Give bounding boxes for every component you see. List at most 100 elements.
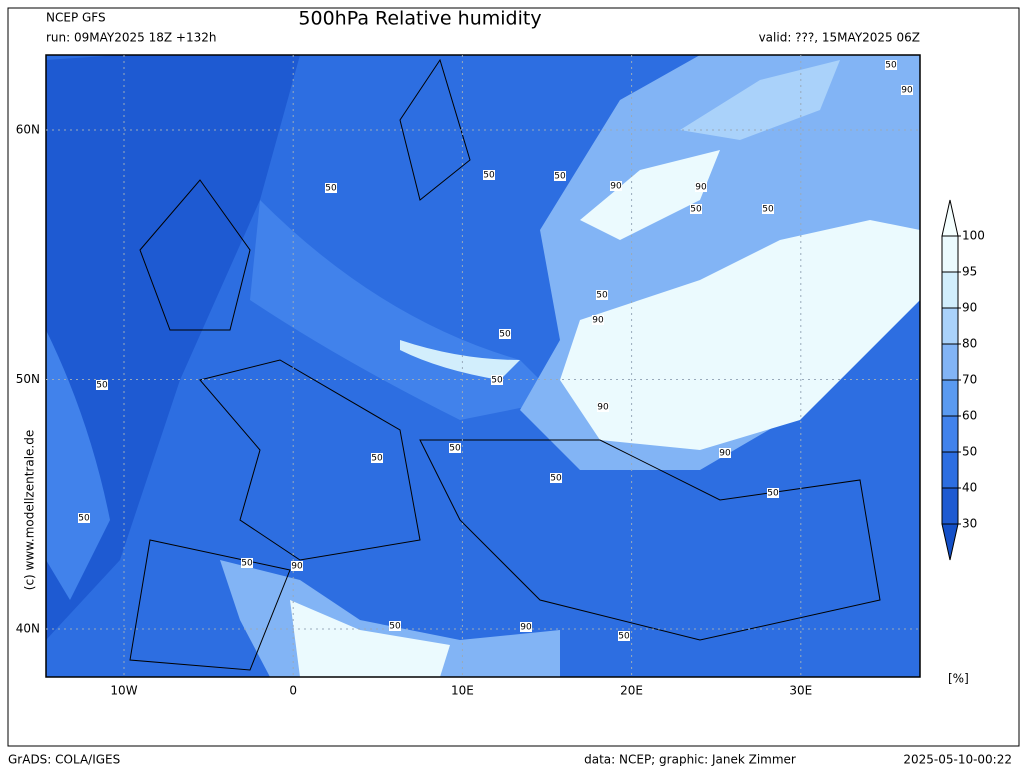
contour-label-box: [389, 621, 401, 631]
colorbar-high: [941, 199, 959, 237]
contour-label-box: [901, 85, 913, 95]
map: [46, 55, 920, 677]
contour-label: 50: [389, 622, 401, 632]
colorbar-box: [941, 415, 959, 453]
contour-label: 90: [901, 86, 913, 96]
colorbar-label: 90: [962, 301, 977, 315]
contour-label: 50: [371, 454, 383, 464]
colorbar-label: 70: [962, 373, 977, 387]
field: [46, 55, 300, 640]
contour-label: 90: [695, 183, 707, 193]
field: [290, 600, 450, 677]
footer-center: data: NCEP; graphic: Janek Zimmer: [584, 753, 796, 767]
contour-label: 90: [597, 403, 609, 413]
contour-label: 50: [78, 514, 90, 524]
contour-label: 50: [241, 559, 253, 569]
contour-label-box: [719, 448, 731, 458]
unit: [%]: [948, 672, 969, 686]
contour-label: 50: [554, 172, 566, 182]
contour-label-box: [520, 622, 532, 632]
coastline: [129, 58, 881, 671]
outer-frame: [7, 7, 1020, 747]
colorbar-label: 95: [962, 265, 977, 279]
contour-label-box: [291, 561, 303, 571]
lon-label: 10W: [110, 684, 137, 698]
lon-label: 30E: [789, 684, 812, 698]
credit: (c) www.modellzentrale.de: [23, 430, 37, 590]
contour-label: 50: [550, 474, 562, 484]
contour-label-box: [241, 558, 253, 568]
field: [400, 340, 520, 380]
colorbar-box: [941, 343, 959, 381]
colorbar-label: 60: [962, 409, 977, 423]
contour-label-box: [690, 204, 702, 214]
colorbar-box: [941, 379, 959, 417]
contour-label: 50: [499, 330, 511, 340]
lon-label: 10E: [451, 684, 474, 698]
model: NCEP GFS: [46, 11, 106, 25]
field: [680, 60, 840, 140]
colorbar-label: 100: [962, 229, 985, 243]
colorbar-box: [941, 271, 959, 309]
contour-label: 50: [762, 205, 774, 215]
contour-label: 90: [520, 623, 532, 633]
contour-label-box: [554, 171, 566, 181]
lon-label: 20E: [620, 684, 643, 698]
colorbar-box: [941, 307, 959, 345]
contour-label: 50: [618, 632, 630, 642]
colorbar-label: 40: [962, 481, 977, 495]
colorbar-box: [941, 235, 959, 273]
contour-label-box: [449, 443, 461, 453]
colorbar-low: [941, 523, 959, 561]
colorbar-label: 50: [962, 445, 977, 459]
footer-right: 2025-05-10-00:22: [903, 753, 1012, 767]
contour-label: 50: [767, 489, 779, 499]
contour-label: 50: [596, 291, 608, 301]
contour-label-box: [610, 181, 622, 191]
contour-label: 50: [325, 184, 337, 194]
contour-label: 90: [719, 449, 731, 459]
field: [580, 150, 720, 240]
contour-label-box: [767, 488, 779, 498]
contour-label-box: [491, 375, 503, 385]
field: [560, 220, 920, 450]
contour-label: 50: [690, 205, 702, 215]
lat-label: 40N: [16, 622, 40, 636]
contour-label: 50: [449, 444, 461, 454]
map-frame: [45, 54, 921, 678]
contour-label: 50: [96, 381, 108, 391]
contour-label-box: [618, 631, 630, 641]
contour-label: 90: [592, 316, 604, 326]
title: 500hPa Relative humidity: [298, 8, 541, 30]
contour-label: 90: [610, 182, 622, 192]
colorbar-box: [941, 451, 959, 489]
contour-label-box: [78, 513, 90, 523]
contour-label-box: [325, 183, 337, 193]
colorbar-label: 30: [962, 517, 977, 531]
run: run: 09MAY2025 18Z +132h: [46, 31, 216, 45]
contour-label-box: [596, 290, 608, 300]
contour-label: 90: [291, 562, 303, 572]
contour-label-box: [885, 60, 897, 70]
colorbar-box: [941, 487, 959, 525]
contour-label-box: [499, 329, 511, 339]
lon-label: 0: [289, 684, 297, 698]
valid: valid: ???, 15MAY2025 06Z: [759, 31, 920, 45]
contour-label: 50: [885, 61, 897, 71]
lat-label: 60N: [16, 123, 40, 137]
lat-label: 50N: [16, 372, 40, 386]
contour-label-box: [96, 380, 108, 390]
contour-label-box: [762, 204, 774, 214]
contour-label-box: [695, 182, 707, 192]
colorbar-label: 80: [962, 337, 977, 351]
contour-label-box: [597, 402, 609, 412]
contour-label-box: [592, 315, 604, 325]
field: [46, 330, 110, 600]
contour-label: 50: [483, 171, 495, 181]
contour-label-box: [371, 453, 383, 463]
footer-left: GrADS: COLA/IGES: [8, 753, 120, 767]
contour-label-box: [483, 170, 495, 180]
contour-label: 50: [491, 376, 503, 386]
contour-label-box: [550, 473, 562, 483]
